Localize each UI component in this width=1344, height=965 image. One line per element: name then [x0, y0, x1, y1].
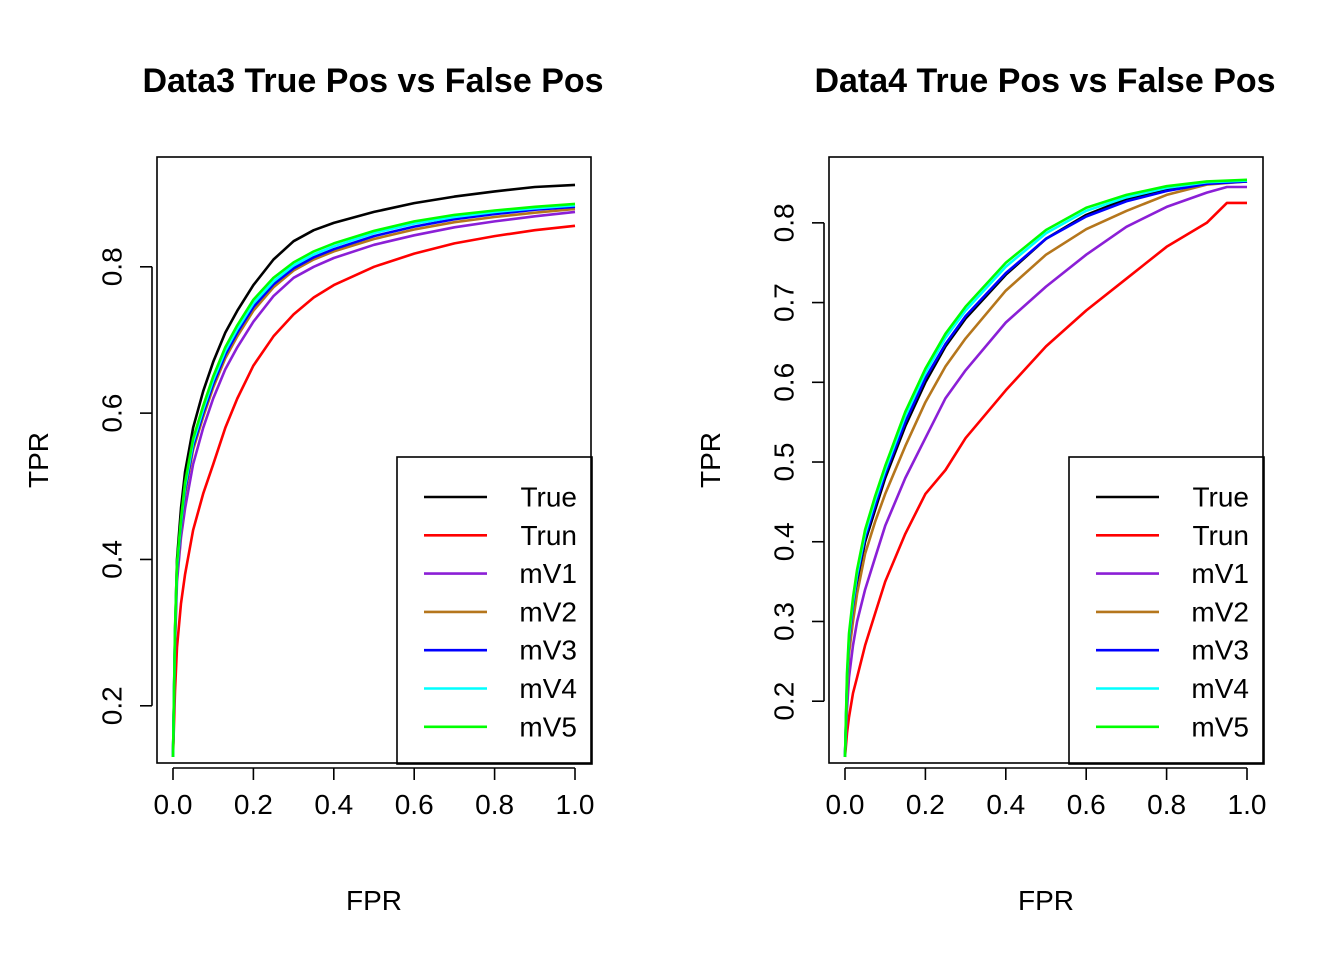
legend-label-mv1: mV1	[1191, 558, 1249, 589]
series-line-trun	[171, 224, 576, 758]
y-tick-label: 0.5	[769, 443, 800, 482]
x-tick-label: 0.2	[234, 789, 273, 820]
y-axis: 0.2 0.4 0.6 0.8	[97, 247, 153, 725]
x-tick-label: 0.8	[1147, 789, 1186, 820]
x-tick-label: 0.6	[1067, 789, 1106, 820]
x-tick-label: 1.0	[1228, 789, 1267, 820]
legend: True Trun mV1 mV2 mV3 mV4 mV5	[396, 456, 593, 765]
series-layer	[843, 178, 1248, 758]
chart-panel-data3: Data3 True Pos vs False Pos FPR TPR 0.0 0…	[23, 62, 604, 916]
x-axis-label: FPR	[1018, 885, 1074, 916]
x-tick-label: 0.6	[395, 789, 434, 820]
chart-title: Data4 True Pos vs False Pos	[814, 62, 1275, 100]
x-tick-label: 0.8	[475, 789, 514, 820]
y-tick-label: 0.8	[769, 203, 800, 242]
legend-box	[1068, 456, 1265, 765]
legend-box	[396, 456, 593, 765]
y-tick-label: 0.6	[97, 394, 128, 433]
legend-label-mv5: mV5	[1191, 711, 1249, 742]
y-axis-label: TPR	[695, 432, 726, 488]
legend-label-mv2: mV2	[1191, 596, 1249, 627]
x-axis-label: FPR	[346, 885, 402, 916]
series-line-mv5	[171, 202, 576, 758]
y-axis-label: TPR	[23, 432, 54, 488]
legend-label-mv3: mV3	[1191, 635, 1249, 666]
x-tick-label: 0.2	[906, 789, 945, 820]
y-tick-label: 0.6	[769, 363, 800, 402]
legend-label-mv1: mV1	[519, 558, 577, 589]
y-tick-label: 0.4	[97, 540, 128, 579]
plot-frame	[156, 156, 592, 764]
y-tick-label: 0.4	[769, 522, 800, 561]
legend-label-mv4: mV4	[519, 673, 577, 704]
series-layer	[171, 183, 576, 758]
x-tick-label: 0.4	[314, 789, 353, 820]
series-line-mv2	[843, 180, 1248, 758]
x-tick-label: 0.4	[986, 789, 1025, 820]
y-axis: 0.2 0.3 0.4 0.5 0.6 0.7 0.8	[769, 203, 825, 721]
legend-label-mv4: mV4	[1191, 673, 1249, 704]
legend: True Trun mV1 mV2 mV3 mV4 mV5	[1068, 456, 1265, 765]
y-tick-label: 0.3	[769, 602, 800, 641]
y-tick-label: 0.7	[769, 283, 800, 322]
series-line-mv5	[843, 178, 1248, 758]
series-line-mv1	[843, 185, 1247, 758]
chart-panel-data4: Data4 True Pos vs False Pos FPR TPR 0.0 0…	[695, 62, 1276, 916]
y-tick-label: 0.2	[769, 682, 800, 721]
x-tick-label: 0.0	[154, 789, 193, 820]
legend-label-true: True	[1192, 482, 1249, 513]
legend-label-mv3: mV3	[519, 635, 577, 666]
legend-label-true: True	[520, 482, 577, 513]
legend-label-mv5: mV5	[519, 711, 577, 742]
plot-frame	[828, 156, 1264, 764]
legend-label-mv2: mV2	[519, 596, 577, 627]
legend-label-trun: Trun	[520, 520, 577, 551]
series-line-trun	[843, 201, 1247, 758]
chart-title: Data3 True Pos vs False Pos	[142, 62, 603, 100]
y-tick-label: 0.2	[97, 686, 128, 725]
y-tick-label: 0.8	[97, 247, 128, 286]
x-axis: 0.0 0.2 0.4 0.6 0.8 1.0	[154, 767, 595, 820]
legend-label-trun: Trun	[1192, 520, 1249, 551]
x-axis: 0.0 0.2 0.4 0.6 0.8 1.0	[826, 767, 1267, 820]
x-tick-label: 1.0	[556, 789, 595, 820]
x-tick-label: 0.0	[826, 789, 865, 820]
